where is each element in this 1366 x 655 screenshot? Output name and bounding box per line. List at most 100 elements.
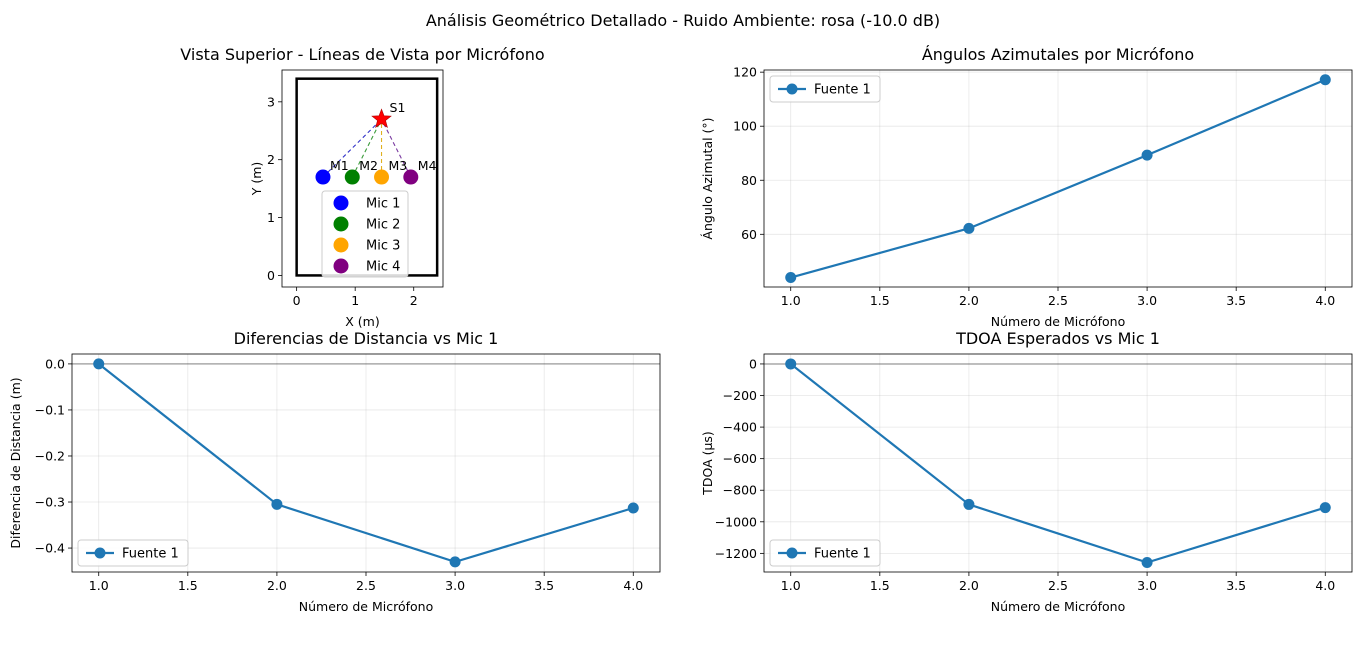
x-tick-label: 3.5 [1226, 293, 1246, 308]
legend-frame [769, 75, 881, 103]
axes-frame [71, 353, 661, 573]
y-tick-label: 0.0 [45, 356, 65, 371]
y-tick-label: 60 [741, 227, 757, 242]
x-tick-label: 3.0 [1137, 578, 1157, 593]
x-tick-label: 3.5 [534, 578, 554, 593]
legend-label: Mic 3 [366, 239, 400, 254]
x-tick-label: 2.5 [1048, 578, 1068, 593]
y-tick-label: −1200 [715, 546, 757, 561]
y-tick-label: −0.1 [35, 402, 65, 417]
mic-2-label: M2 [359, 158, 378, 173]
x-axis-label: Número de Micrófono [991, 599, 1126, 614]
x-tick-label: 2.0 [267, 578, 287, 593]
mic-3-marker [374, 169, 390, 185]
y-axis-label: Ángulo Azimutal (°) [700, 117, 715, 239]
legend: Fuente 1 [77, 539, 189, 567]
x-axis-label: X (m) [345, 314, 379, 329]
source-label: S1 [390, 100, 406, 115]
legend-frame [769, 539, 881, 567]
x-tick-label: 2 [410, 293, 418, 308]
x-tick-label: 3.0 [1137, 293, 1157, 308]
chart-panel-azimuth: 1.0 1.5 2.0 2.5 3.0 3.5 4.0 60 80 100 120 Ángulos A… [700, 45, 1353, 329]
x-tick-label: 1.0 [781, 578, 801, 593]
legend-marker [333, 237, 349, 253]
y-tick-label: −200 [723, 388, 757, 403]
axes-frame [763, 69, 1353, 288]
mic-4-marker [403, 169, 419, 185]
x-tick-label: 1.0 [89, 578, 109, 593]
x-tick-label: 3.0 [445, 578, 465, 593]
y-tick-label: 1 [267, 210, 275, 225]
y-tick-label: −0.2 [35, 448, 65, 463]
x-axis-label: Número de Micrófono [299, 599, 434, 614]
source-star-marker [371, 108, 392, 128]
data-point [1319, 502, 1331, 514]
axes-frame [281, 69, 444, 288]
data-point [627, 502, 639, 514]
legend-marker [333, 195, 349, 211]
x-tick-label: 2.0 [959, 293, 979, 308]
chart-title: TDOA Esperados vs Mic 1 [955, 329, 1160, 348]
y-tick-label: −600 [723, 451, 757, 466]
x-axis-label: Número de Micrófono [991, 314, 1126, 329]
y-tick-label: −800 [723, 483, 757, 498]
data-point [785, 272, 797, 284]
data-point [1141, 149, 1153, 161]
legend-label: Mic 1 [366, 197, 400, 212]
x-tick-label: 1.5 [870, 578, 890, 593]
x-tick-label: 4.0 [623, 578, 643, 593]
data-point [93, 358, 105, 370]
y-tick-label: −1000 [715, 514, 757, 529]
mic-1-marker [315, 169, 331, 185]
line-of-sight-mic-2 [351, 118, 383, 178]
legend: Fuente 1 [769, 539, 881, 567]
y-tick-label: 0 [267, 268, 275, 283]
x-tick-label: 0 [293, 293, 301, 308]
y-tick-label: 120 [733, 65, 757, 80]
y-tick-label: 100 [733, 119, 757, 134]
x-tick-label: 3.5 [1226, 578, 1246, 593]
series-line-fuente-1 [790, 363, 1326, 564]
x-tick-label: 1 [351, 293, 359, 308]
x-tick-label: 1.5 [870, 293, 890, 308]
chart-panel-distance: 1.0 1.5 2.0 2.5 3.0 3.5 4.0 0.0 −0.1 −0.2 −0.3 −0.4… [8, 329, 661, 614]
x-tick-label: 4.0 [1315, 293, 1335, 308]
series-line-fuente-1 [98, 363, 634, 564]
y-tick-label: 3 [267, 94, 275, 109]
legend-marker [333, 258, 349, 274]
y-tick-label: −0.4 [35, 541, 65, 556]
data-point [1141, 557, 1153, 569]
x-tick-label: 4.0 [1315, 578, 1335, 593]
data-point [963, 222, 975, 234]
legend-frame [321, 190, 409, 278]
x-tick-label: 2.5 [1048, 293, 1068, 308]
legend-marker [786, 547, 798, 559]
x-tick-label: 2.5 [356, 578, 376, 593]
y-axis-label: Y (m) [249, 162, 264, 197]
legend-label: Fuente 1 [122, 547, 179, 562]
data-point [963, 498, 975, 510]
legend-marker [94, 547, 106, 559]
y-tick-label: −0.3 [35, 495, 65, 510]
legend-frame [77, 539, 189, 567]
data-point [271, 498, 283, 510]
series-line-fuente-1 [790, 78, 1326, 279]
axes-frame [763, 353, 1353, 573]
legend-label: Fuente 1 [814, 83, 871, 98]
y-axis-label: TDOA (μs) [700, 431, 715, 496]
x-tick-label: 1.0 [781, 293, 801, 308]
legend-label: Fuente 1 [814, 547, 871, 562]
y-tick-label: 0 [749, 356, 757, 371]
data-point [785, 358, 797, 370]
legend-label: Mic 4 [366, 260, 400, 275]
x-tick-label: 1.5 [178, 578, 198, 593]
legend: Mic 1 Mic 2 Mic 3 Mic 4 [321, 190, 409, 278]
mic-2-marker [344, 169, 360, 185]
mic-1-label: M1 [330, 158, 349, 173]
legend-marker [333, 216, 349, 232]
chart-panel-tdoa: 1.0 1.5 2.0 2.5 3.0 3.5 4.0 0 −200 −400 −600 −800 −1… [700, 329, 1353, 614]
chart-title: Ángulos Azimutales por Micrófono [922, 45, 1194, 64]
legend-marker [786, 83, 798, 95]
line-of-sight-mic-4 [381, 118, 412, 178]
